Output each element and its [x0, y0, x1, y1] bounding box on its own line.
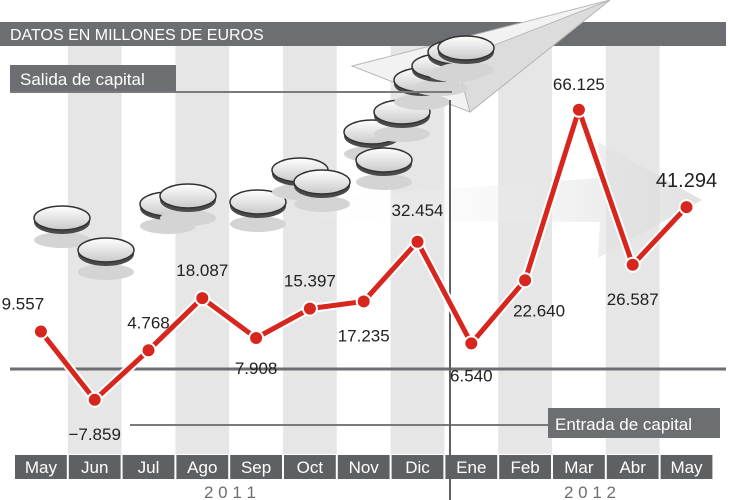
year-label-2011: 2 0 1 1: [204, 483, 256, 500]
month-tick-label: Ene: [456, 458, 486, 477]
month-cell: [391, 455, 444, 479]
coins-decoration: [33, 35, 495, 280]
data-label: 26.587: [607, 290, 659, 309]
month-axis: May Jun Jul Ago Sep Oct Nov Dic Ene Feb Mar Abr May: [15, 455, 713, 479]
month-tick-label: May: [670, 458, 703, 477]
month-tick-label: Dic: [405, 458, 430, 477]
data-label: 32.454: [392, 201, 444, 220]
month-cell: [176, 455, 229, 479]
data-label: 6.540: [450, 366, 493, 385]
data-point: [248, 330, 265, 347]
coin-icon: [77, 237, 135, 263]
data-point: [32, 323, 49, 340]
header-bar: [0, 22, 726, 46]
data-point: [463, 335, 480, 352]
month-tick-label: May: [25, 458, 58, 477]
month-tick-label: Ago: [187, 458, 217, 477]
month-cell: [553, 455, 605, 479]
data-label: 17.235: [338, 326, 390, 345]
month-stripe: [283, 46, 337, 454]
coin-icon: [293, 169, 351, 195]
month-tick-label: Nov: [349, 458, 380, 477]
inflow-label: Entrada de capital: [555, 415, 692, 434]
month-tick-label: Abr: [619, 458, 646, 477]
month-tick-label: Oct: [297, 458, 324, 477]
data-point: [517, 272, 534, 289]
coin-shadow: [294, 196, 350, 212]
data-label: 41.294: [656, 170, 717, 192]
month-cell: [606, 455, 659, 479]
data-point: [570, 101, 587, 118]
month-cell: [68, 455, 121, 479]
month-cell: [284, 455, 336, 479]
data-label: 15.397: [284, 272, 336, 291]
data-point: [624, 256, 641, 273]
data-point: [678, 199, 695, 216]
month-stripe: [175, 46, 230, 454]
month-tick-label: Sep: [241, 458, 271, 477]
data-points: [32, 101, 695, 408]
month-cell: [230, 455, 282, 479]
month-cell: [15, 455, 67, 479]
data-label: 18.087: [176, 261, 228, 280]
outflow-label-box: [10, 65, 176, 93]
coin-shadow: [412, 80, 468, 96]
month-stripe: [498, 46, 552, 454]
coin-shadow: [438, 62, 494, 78]
data-point: [194, 290, 211, 307]
header-title: DATOS EN MILLONES DE EUROS: [10, 27, 264, 44]
coin-shadow: [78, 264, 134, 280]
data-label: 22.640: [513, 301, 565, 320]
data-point: [355, 293, 372, 310]
inflow-label-box: [548, 408, 720, 438]
data-label: 7.908: [235, 359, 278, 378]
outflow-label: Salida de capital: [20, 70, 145, 89]
month-cell: [499, 455, 551, 479]
data-point: [301, 300, 318, 317]
month-tick-label: Jul: [138, 458, 160, 477]
month-cell: [660, 455, 713, 479]
coin-shadow: [394, 94, 450, 110]
coin-icon: [437, 35, 495, 61]
coin-icon: [33, 205, 91, 231]
coin-shadow: [230, 216, 286, 232]
data-label: 66.125: [553, 75, 605, 94]
coin-shadow: [160, 210, 216, 226]
data-label: 9.557: [2, 295, 45, 314]
coin-shadow: [374, 126, 430, 142]
month-cell: [445, 455, 498, 479]
data-point: [140, 342, 157, 359]
data-point: [409, 233, 426, 250]
data-point: [86, 391, 103, 408]
month-tick-label: Jun: [81, 458, 108, 477]
month-tick-label: Feb: [510, 458, 539, 477]
data-label: −7.859: [68, 425, 120, 444]
year-label-2012: 2 0 1 2: [564, 483, 616, 500]
coin-shadow: [34, 232, 90, 248]
month-cell: [122, 455, 175, 479]
data-label: 4.768: [127, 313, 170, 332]
month-tick-label: Mar: [564, 458, 594, 477]
coin-icon: [355, 147, 413, 173]
coin-shadow: [356, 174, 412, 190]
month-cell: [337, 455, 390, 479]
data-labels: 9.557 −7.859 4.768 18.087 7.908 15.397 17.235 3…: [2, 75, 717, 444]
month-stripes: [67, 46, 660, 454]
coin-icon: [229, 189, 287, 215]
coin-icon: [159, 183, 217, 209]
